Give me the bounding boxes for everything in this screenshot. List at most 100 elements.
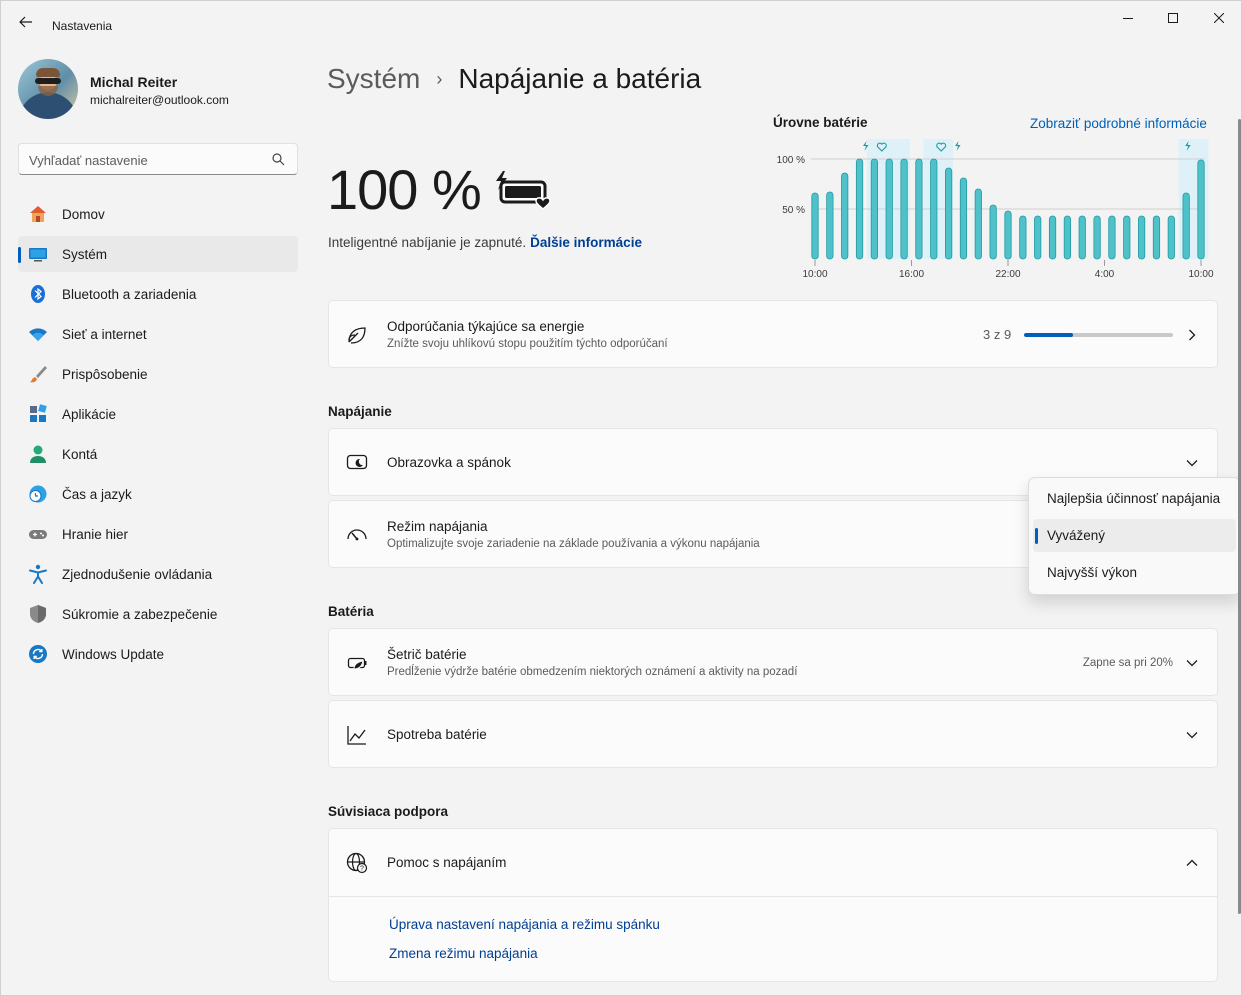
minimize-button[interactable] — [1105, 5, 1151, 31]
chart-bar — [1078, 215, 1086, 260]
power-sleep-settings-link[interactable]: Úprava nastavení napájania a režimu spán… — [389, 917, 660, 932]
search-box[interactable] — [18, 143, 298, 175]
y-tick-label: 50 % — [782, 205, 805, 216]
x-tick-label: 4:00 — [1095, 269, 1115, 280]
leaf-icon — [346, 324, 368, 346]
gauge-icon — [346, 524, 368, 546]
x-tick-label: 22:00 — [995, 269, 1020, 280]
sidebar-item-home[interactable]: Domov — [18, 196, 298, 232]
svg-text:?: ? — [360, 866, 364, 873]
wifi-icon — [28, 324, 48, 344]
search-input[interactable] — [29, 151, 264, 169]
sidebar-item-time-language[interactable]: Čas a jazyk — [18, 476, 298, 512]
globe-help-icon: ? — [346, 852, 368, 874]
update-icon — [28, 644, 48, 664]
power-mode-desc: Optimalizujte svoje zariadenie na základ… — [387, 538, 760, 550]
shield-icon — [28, 604, 48, 624]
power-help-card: ? Pomoc s napájaním Úprava nastavení nap… — [328, 828, 1218, 982]
energy-card-desc: Znížte svoju uhlíkovú stopu použitím týc… — [387, 338, 668, 350]
energy-card-title: Odporúčania týkajúce sa energie — [387, 319, 585, 334]
sidebar-item-gaming[interactable]: Hranie hier — [18, 516, 298, 552]
system-icon — [28, 244, 48, 264]
chart-bar — [1108, 215, 1116, 260]
power-help-title: Pomoc s napájaním — [387, 855, 507, 870]
smart-charging-status: Inteligentné nabíjanie je zapnuté. Ďalšie… — [328, 235, 642, 250]
chart-bar — [1048, 215, 1057, 260]
power-mode-option-efficiency[interactable]: Najlepšia účinnosť napájania — [1047, 491, 1221, 506]
gamepad-icon — [28, 524, 48, 544]
battery-level-chart[interactable]: 100 % 50 % 10:00 16:00 22:00 4:00 10:00 — [761, 135, 1221, 285]
battery-saver-value: Zapne sa pri 20% — [1082, 657, 1173, 669]
chart-bar — [1138, 215, 1146, 260]
chart-details-link[interactable]: Zobraziť podrobné informácie — [1030, 116, 1207, 131]
chart-bar — [915, 158, 923, 260]
change-power-mode-link[interactable]: Zmena režimu napájania — [389, 946, 538, 961]
battery-usage-card[interactable]: Spotreba batérie — [328, 700, 1218, 768]
chart-bar — [1123, 215, 1131, 260]
home-icon — [28, 204, 48, 224]
power-mode-option-performance[interactable]: Najvyšší výkon — [1047, 565, 1138, 580]
accessibility-icon — [28, 564, 48, 584]
battery-saver-icon — [346, 652, 368, 674]
clock-globe-icon — [28, 484, 48, 504]
sidebar-item-apps[interactable]: Aplikácie — [18, 396, 298, 432]
chart-bar — [826, 191, 834, 260]
breadcrumb-separator: › — [436, 68, 443, 89]
chart-bar — [974, 188, 982, 260]
chart-bar — [811, 192, 819, 260]
brush-icon — [28, 364, 48, 384]
sidebar-item-accounts[interactable]: Kontá — [18, 436, 298, 472]
avatar[interactable] — [18, 59, 78, 119]
breadcrumb-parent[interactable]: Systém — [327, 63, 421, 94]
user-email: michalreiter@outlook.com — [90, 93, 229, 107]
maximize-icon — [1168, 13, 1178, 23]
sidebar-item-privacy[interactable]: Súkromie a zabezpečenie — [18, 596, 298, 632]
chart-bar — [1182, 192, 1190, 260]
power-section-heading: Napájanie — [328, 404, 392, 419]
maximize-button[interactable] — [1150, 5, 1196, 31]
battery-saver-card[interactable]: Šetrič batérie Predĺženie výdrže batérie… — [328, 628, 1218, 696]
heart-icon — [876, 142, 887, 152]
back-button[interactable] — [13, 11, 39, 33]
breadcrumb: Systém › Napájanie a batéria — [327, 59, 701, 99]
chart-bar — [870, 158, 878, 260]
sidebar-item-system[interactable]: Systém — [18, 236, 298, 272]
sidebar-item-windows-update[interactable]: Windows Update — [18, 636, 298, 672]
screen-sleep-icon — [346, 452, 368, 474]
chart-bar — [1019, 215, 1027, 260]
chevron-down-icon — [1185, 728, 1199, 742]
chart-bar — [885, 158, 893, 260]
battery-saver-desc: Predĺženie výdrže batérie obmedzením nie… — [387, 666, 798, 678]
search-icon[interactable] — [272, 153, 285, 171]
sidebar-item-accessibility[interactable]: Zjednodušenie ovládania — [18, 556, 298, 592]
chart-bar — [1167, 215, 1175, 260]
sidebar-item-bluetooth[interactable]: Bluetooth a zariadenia — [18, 276, 298, 312]
chart-bar — [1197, 159, 1205, 260]
lightning-icon — [1185, 141, 1191, 151]
chart-title: Úrovne batérie — [773, 115, 868, 130]
sidebar-nav: Domov Systém Bluetooth a zariadenia Sieť… — [18, 196, 298, 676]
more-info-link[interactable]: Ďalšie informácie — [530, 235, 642, 250]
line-chart-icon — [346, 724, 368, 746]
energy-recommendations-card[interactable]: Odporúčania týkajúce sa energie Znížte s… — [328, 300, 1218, 368]
page-title: Napájanie a batéria — [458, 63, 702, 94]
lightning-icon — [862, 141, 869, 151]
x-tick-label: 10:00 — [802, 269, 827, 280]
chart-bar — [1093, 215, 1101, 260]
sidebar-item-network[interactable]: Sieť a internet — [18, 316, 298, 352]
x-tick-label: 16:00 — [899, 269, 924, 280]
screen-sleep-title: Obrazovka a spánok — [387, 455, 511, 470]
person-icon — [28, 444, 48, 464]
close-button[interactable] — [1196, 5, 1241, 31]
chevron-up-icon — [1185, 856, 1199, 870]
sidebar-item-personalization[interactable]: Prispôsobenie — [18, 356, 298, 392]
chart-bar — [959, 177, 968, 260]
power-help-header[interactable]: ? Pomoc s napájaním — [329, 829, 1217, 897]
y-tick-label: 100 % — [777, 155, 805, 166]
chart-bar — [930, 158, 938, 260]
battery-percentage: 100 % — [327, 158, 482, 221]
support-section-heading: Súvisiaca podpora — [328, 804, 449, 819]
scrollbar[interactable] — [1238, 119, 1241, 914]
power-mode-option-balanced[interactable]: Vyvážený — [1033, 519, 1236, 552]
chart-bar — [1063, 215, 1071, 260]
